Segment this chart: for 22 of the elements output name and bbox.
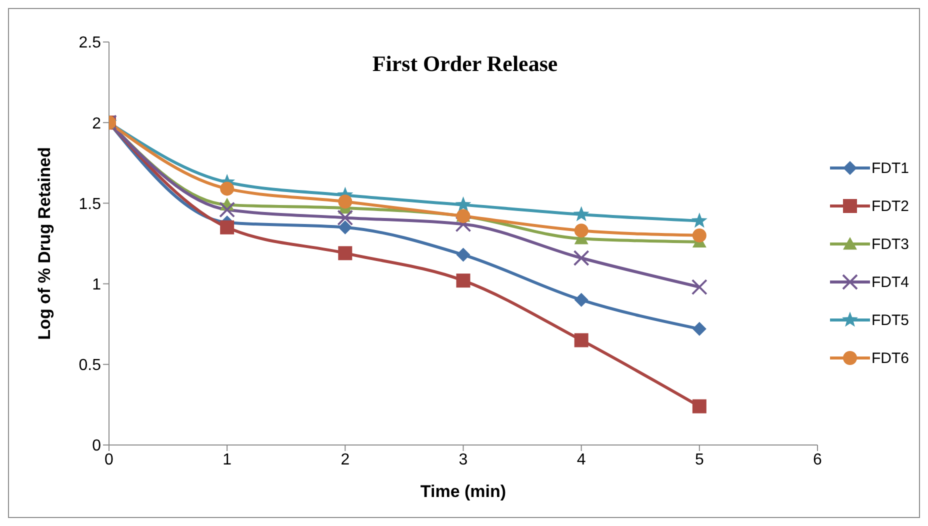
y-tick-label: 1.5 (78, 196, 102, 213)
x-tick-label: 5 (694, 451, 704, 468)
y-tick-label: 0.5 (78, 357, 102, 374)
y-tick-label: 2 (92, 115, 102, 132)
x-tick-label: 6 (813, 451, 822, 468)
x-tick-label: 0 (104, 451, 114, 468)
legend-label: FDT4 (872, 274, 909, 290)
chart-title: First Order Release (371, 51, 559, 77)
y-axis-title: Log of % Drug Retained (35, 147, 54, 340)
legend-label: FDT5 (872, 312, 909, 328)
x-tick-label: 2 (340, 451, 350, 468)
y-tick-label: 2.5 (78, 34, 102, 52)
legend-label: FDT6 (872, 350, 909, 366)
x-tick-label: 4 (576, 451, 586, 468)
x-tick-label: 1 (222, 451, 232, 468)
y-tick-label: 0 (92, 438, 102, 455)
x-tick-label: 3 (458, 451, 468, 468)
legend-label: FDT1 (872, 160, 909, 176)
legend-label: FDT3 (872, 236, 909, 252)
legend-label: FDT2 (872, 198, 909, 214)
x-axis-title: Time (min) (420, 482, 506, 501)
y-tick-label: 1 (92, 276, 102, 294)
